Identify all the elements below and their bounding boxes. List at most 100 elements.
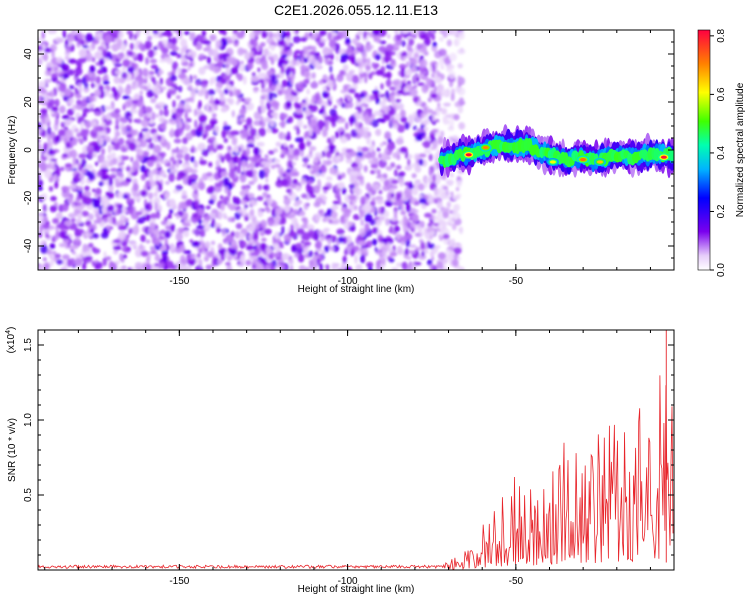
noise-cell <box>312 80 317 86</box>
noise-cell <box>453 247 462 255</box>
snr-frame <box>37 329 675 571</box>
noise-cell <box>246 244 254 251</box>
noise-cell <box>352 75 360 84</box>
noise-cell <box>183 31 190 35</box>
noise-cell <box>268 91 273 102</box>
noise-cell <box>215 166 220 171</box>
noise-cell <box>415 134 423 141</box>
noise-cell <box>244 204 248 209</box>
noise-cell <box>420 241 426 251</box>
noise-cell <box>366 240 373 245</box>
noise-cell <box>359 72 364 80</box>
noise-cell <box>165 180 170 185</box>
noise-cell <box>222 40 228 46</box>
noise-cell <box>49 205 57 213</box>
noise-cell <box>420 124 424 130</box>
noise-cell <box>449 79 454 88</box>
noise-cell <box>441 191 447 200</box>
noise-cell <box>89 65 96 73</box>
noise-cell <box>235 223 243 230</box>
noise-cell <box>72 137 78 146</box>
noise-cell <box>408 114 413 123</box>
noise-cell <box>312 125 320 133</box>
noise-cell <box>85 120 92 129</box>
noise-cell <box>321 150 326 158</box>
noise-cell <box>221 129 227 139</box>
noise-cell <box>190 254 195 260</box>
noise-cell <box>95 76 101 84</box>
noise-cell <box>133 33 138 40</box>
noise-cell <box>300 224 309 229</box>
noise-cell <box>238 263 244 268</box>
noise-cell <box>122 95 130 100</box>
noise-cell <box>359 227 367 237</box>
noise-cell <box>220 252 226 262</box>
noise-cell <box>198 53 205 59</box>
y-tick-label: 1.5 <box>23 338 34 352</box>
noise-cell <box>237 162 242 171</box>
noise-cell <box>443 56 452 65</box>
noise-cell <box>54 181 59 189</box>
noise-cell <box>281 79 288 88</box>
noise-cell <box>92 72 96 79</box>
noise-cell <box>142 68 149 77</box>
noise-cell <box>234 212 241 220</box>
noise-cell <box>220 107 228 113</box>
noise-cell <box>446 201 452 208</box>
noise-cell <box>204 90 209 100</box>
noise-cell <box>252 220 260 226</box>
noise-cell <box>124 100 132 108</box>
noise-cell <box>451 135 458 140</box>
noise-cell <box>285 134 292 141</box>
noise-cell <box>74 227 80 237</box>
noise-cell <box>159 116 165 123</box>
noise-cell <box>298 83 305 90</box>
noise-cell <box>397 199 404 207</box>
noise-cell <box>113 76 121 84</box>
noise-cell <box>283 195 289 200</box>
noise-cell <box>295 199 303 205</box>
noise-cell <box>344 266 353 270</box>
noise-cell <box>335 131 339 139</box>
noise-cell <box>397 176 405 184</box>
noise-cell <box>75 89 80 96</box>
noise-cell <box>132 226 139 236</box>
noise-cell <box>385 72 392 78</box>
noise-cell <box>324 245 329 253</box>
noise-cell <box>194 119 198 129</box>
noise-cell <box>205 264 213 270</box>
noise-cell <box>158 235 166 241</box>
snr-ylabel: SNR (10 * v/v) <box>7 418 18 482</box>
noise-cell <box>411 264 418 269</box>
noise-cell <box>442 30 448 38</box>
noise-cell <box>44 115 50 123</box>
noise-cell <box>97 46 105 51</box>
noise-cell <box>345 37 350 44</box>
noise-cell <box>275 207 283 215</box>
noise-cell <box>104 88 108 97</box>
noise-cell <box>241 185 247 191</box>
noise-cell <box>97 69 104 75</box>
noise-cell <box>379 40 387 45</box>
noise-cell <box>169 243 175 251</box>
noise-cell <box>164 159 169 164</box>
noise-cell <box>101 205 107 214</box>
noise-cell <box>49 243 56 250</box>
noise-cell <box>59 91 66 97</box>
noise-cell <box>151 168 159 175</box>
noise-cell <box>129 205 135 214</box>
noise-cell <box>225 234 234 243</box>
noise-cell <box>189 239 194 244</box>
noise-cell <box>62 30 66 39</box>
noise-cell <box>423 140 431 149</box>
noise-cell <box>95 261 103 270</box>
noise-cell <box>237 98 242 103</box>
signal-peak <box>482 146 489 150</box>
noise-cell <box>364 75 368 84</box>
noise-cell <box>379 206 386 215</box>
noise-cell <box>67 108 74 116</box>
noise-cell <box>303 241 312 247</box>
noise-cell <box>300 37 308 42</box>
figure-title: C2E1.2026.055.12.11.E13 <box>274 2 438 18</box>
noise-cell <box>120 213 125 222</box>
